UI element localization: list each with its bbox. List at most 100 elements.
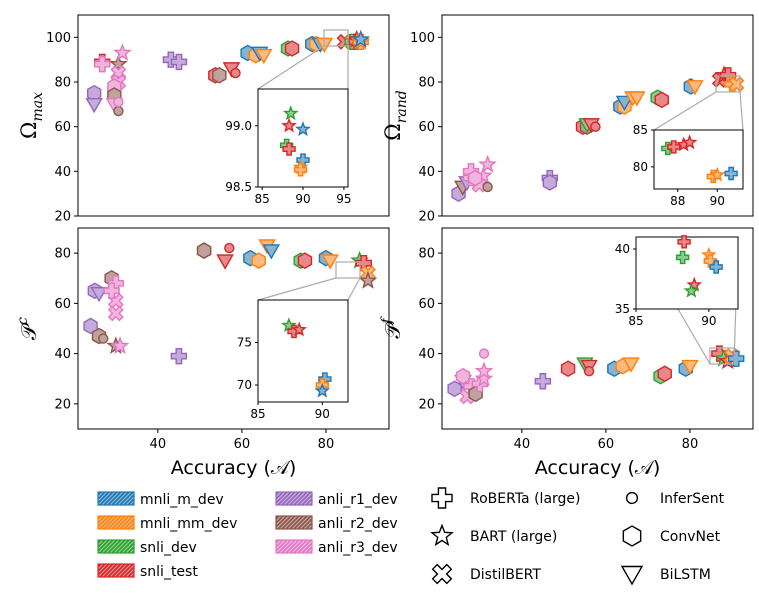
legend-swatch-hatch: [98, 564, 100, 566]
data-point-p3-16: [216, 254, 234, 270]
data-point-p4-10: [534, 373, 552, 390]
legend-swatch-hatch: [105, 516, 120, 529]
data-point-p4-9: [474, 361, 494, 380]
inset-y-tick-label: 80: [633, 160, 648, 174]
chart-panel-p1: 20 40 60 80 100 Ωmax 85 90 95 98.5 99.0: [17, 14, 390, 225]
legend-swatch-hatch: [276, 516, 290, 529]
inset-zoom-p4: 85 90 35 40: [615, 235, 739, 365]
legend-swatch-hatch: [291, 516, 306, 529]
data-point-p1-3: [113, 43, 132, 61]
data-point-p4-19: [657, 365, 672, 383]
chart-panel-p4: 20 40 60 80 40 60 80 𝒫f Accuracy (𝒜) 85 90 35 40: [379, 227, 754, 479]
legend-swatch-hatch: [291, 540, 306, 553]
legend-swatch-hatch: [98, 564, 104, 570]
legend-swatch-hatch: [117, 540, 132, 553]
inset-x-tick-label: 95: [336, 192, 351, 206]
data-point-p2-8: [478, 154, 497, 173]
data-point-p3-29: [358, 270, 378, 289]
inset-point-p4-6: [683, 282, 700, 298]
zoom-connector: [257, 45, 325, 90]
legend-marker-circle: [625, 491, 639, 505]
data-point-p1-25: [284, 40, 300, 57]
legend-marker-star: [430, 523, 454, 547]
data-point-p3-21: [262, 244, 281, 260]
legend-swatch-hatch: [98, 516, 108, 526]
data-point-p2-16: [590, 121, 601, 132]
data-point-p3-25: [321, 254, 339, 270]
legend-marker-plus: [431, 487, 453, 509]
legend-swatch-hatch: [295, 492, 310, 505]
inset-point-p3-5: [314, 382, 331, 398]
legend-swatch-hatch: [98, 492, 100, 494]
scatter-points: [447, 345, 745, 405]
legend-swatch-hatch: [287, 492, 302, 505]
data-point-p4-11: [560, 360, 576, 378]
y-axis-label: 𝒫c: [15, 317, 41, 340]
data-point-p1-1: [94, 55, 111, 73]
legend-swatch-border: [275, 539, 313, 554]
data-point-p1-37: [351, 29, 371, 48]
data-point-p1-14: [170, 53, 188, 71]
data-point-p2-11: [542, 174, 558, 191]
inset-y-tick-label: 98.5: [225, 180, 252, 194]
y-axis-label: Ωrand: [381, 90, 410, 140]
legend-label-anli_r1_dev: anli_r1_dev: [318, 492, 398, 508]
inset-x-tick-label: 90: [701, 314, 716, 328]
y-tick-label: 40: [54, 165, 71, 180]
inset-y-tick-label: 85: [633, 123, 648, 137]
legend-label-snli_test: snli_test: [140, 564, 198, 580]
legend-swatch-hatch: [125, 544, 134, 553]
legend-swatch-hatch: [295, 516, 310, 529]
legend-label-anli_r2_dev: anli_r2_dev: [318, 516, 398, 532]
legend-label-anli_r3_dev: anli_r3_dev: [318, 540, 398, 556]
legend-swatch-hatch: [98, 516, 100, 518]
legend-swatch-hatch: [98, 492, 104, 498]
legend-swatch-hatch: [276, 516, 286, 526]
legend-swatch-hatch: [113, 564, 128, 577]
data-point-p3-4: [98, 333, 109, 344]
inset-frame: [257, 299, 349, 403]
legend-swatch-hatch: [109, 492, 124, 505]
inset-y-tick-label: 35: [615, 302, 630, 316]
inset-point-p4-4: [709, 260, 723, 274]
data-point-p4-7: [474, 368, 494, 387]
y-tick-label: 60: [54, 297, 71, 312]
legend-swatch-border: [275, 491, 313, 506]
legend-marker-xcross: [431, 563, 453, 585]
y-tick-label: 80: [54, 247, 71, 262]
legend-swatch-hatch: [307, 548, 312, 553]
data-point-p1-2: [109, 54, 128, 73]
inset-point-p2-5: [709, 166, 726, 182]
legend-swatch-hatch: [105, 564, 120, 577]
inset-point-p3-2: [291, 321, 307, 337]
y-axis-label-sub: c: [15, 317, 31, 325]
x-tick-label: 80: [682, 437, 699, 452]
inset-frame: [635, 236, 739, 310]
legend-label-model: DistilBERT: [470, 567, 541, 583]
y-tick-label: 20: [418, 210, 435, 225]
legend-swatch-hatch: [109, 516, 124, 529]
y-tick-label: 40: [418, 165, 435, 180]
x-tick-label: 40: [514, 437, 531, 452]
legend-swatch-hatch: [129, 500, 134, 505]
inset-x-tick-label: 85: [250, 407, 265, 421]
legend-swatch-hatch: [101, 516, 116, 529]
data-point-p4-14: [583, 366, 595, 377]
data-point-p3-0: [83, 317, 98, 335]
legend: mnli_m_dev mnli_mm_dev snli_dev snli_test an…: [97, 487, 725, 586]
inset-point-p4-5: [686, 276, 703, 292]
legend-label-model: BiLSTM: [660, 567, 711, 583]
inset-zoom-p3: 85 90 70 75: [237, 261, 361, 421]
legend-swatch-hatch: [125, 520, 134, 529]
y-tick-label: 60: [54, 120, 71, 135]
legend-swatch-hatch: [98, 516, 112, 529]
inset-zoom-p2: 88 90 80 85: [633, 75, 744, 208]
legend-swatch-hatch: [98, 516, 104, 522]
data-point-p1-9: [85, 98, 103, 114]
inset-point-p1-0: [282, 105, 299, 121]
legend-swatch-hatch: [117, 516, 132, 529]
legend-swatch-hatch: [307, 500, 312, 505]
data-point-p3-8: [107, 305, 124, 322]
y-tick-label: 40: [418, 347, 435, 362]
y-axis-label-sub: f: [379, 316, 395, 325]
